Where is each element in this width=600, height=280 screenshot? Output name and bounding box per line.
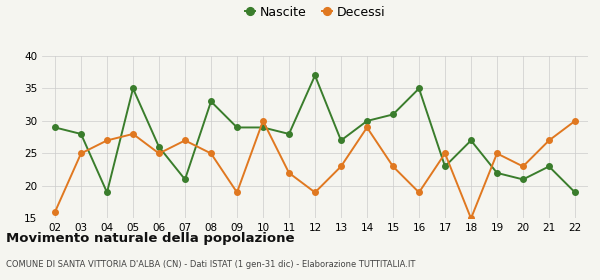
- Decessi: [545, 139, 553, 142]
- Nascite: [520, 178, 527, 181]
- Legend: Nascite, Decessi: Nascite, Decessi: [240, 1, 390, 24]
- Nascite: [286, 132, 293, 136]
- Nascite: [467, 139, 475, 142]
- Decessi: [467, 217, 475, 220]
- Line: Decessi: Decessi: [52, 118, 578, 221]
- Decessi: [181, 139, 188, 142]
- Nascite: [208, 100, 215, 103]
- Decessi: [311, 191, 319, 194]
- Decessi: [155, 152, 163, 155]
- Line: Nascite: Nascite: [52, 73, 578, 195]
- Nascite: [571, 191, 578, 194]
- Nascite: [103, 191, 110, 194]
- Nascite: [233, 126, 241, 129]
- Decessi: [364, 126, 371, 129]
- Decessi: [286, 171, 293, 175]
- Decessi: [389, 165, 397, 168]
- Decessi: [208, 152, 215, 155]
- Nascite: [493, 171, 500, 175]
- Decessi: [493, 152, 500, 155]
- Text: COMUNE DI SANTA VITTORIA D'ALBA (CN) - Dati ISTAT (1 gen-31 dic) - Elaborazione : COMUNE DI SANTA VITTORIA D'ALBA (CN) - D…: [6, 260, 415, 269]
- Decessi: [130, 132, 137, 136]
- Decessi: [571, 119, 578, 123]
- Nascite: [181, 178, 188, 181]
- Text: Movimento naturale della popolazione: Movimento naturale della popolazione: [6, 232, 295, 245]
- Nascite: [130, 87, 137, 90]
- Nascite: [155, 145, 163, 149]
- Nascite: [442, 165, 449, 168]
- Nascite: [259, 126, 266, 129]
- Decessi: [259, 119, 266, 123]
- Nascite: [389, 113, 397, 116]
- Nascite: [337, 139, 344, 142]
- Decessi: [442, 152, 449, 155]
- Decessi: [103, 139, 110, 142]
- Decessi: [233, 191, 241, 194]
- Nascite: [77, 132, 85, 136]
- Nascite: [415, 87, 422, 90]
- Nascite: [364, 119, 371, 123]
- Decessi: [52, 210, 59, 214]
- Nascite: [311, 74, 319, 77]
- Nascite: [545, 165, 553, 168]
- Decessi: [520, 165, 527, 168]
- Decessi: [77, 152, 85, 155]
- Decessi: [415, 191, 422, 194]
- Decessi: [337, 165, 344, 168]
- Nascite: [52, 126, 59, 129]
